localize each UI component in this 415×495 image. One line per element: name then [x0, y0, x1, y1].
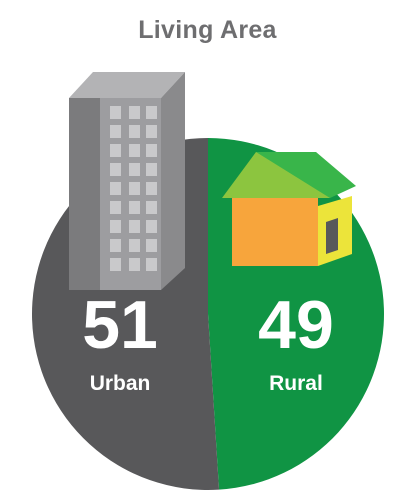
chart-title: Living Area — [138, 16, 277, 44]
house-icon — [222, 152, 356, 266]
slice-label-urban: Urban — [90, 372, 151, 395]
slice-value-rural: 49 — [258, 287, 334, 363]
slice-label-rural: Rural — [269, 372, 323, 395]
building-icon — [69, 72, 185, 290]
slice-value-urban: 51 — [82, 287, 158, 363]
pie-labels: 49 Rural 51 Urban — [82, 287, 334, 395]
